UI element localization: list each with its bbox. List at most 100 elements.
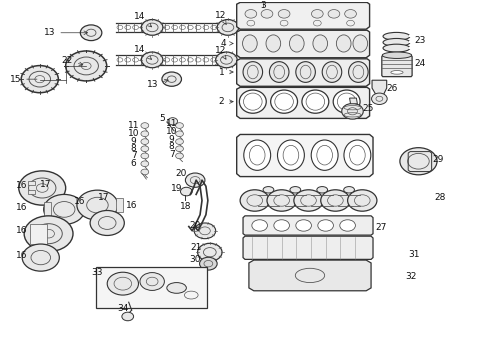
Polygon shape: [237, 30, 369, 58]
Text: 20: 20: [176, 169, 187, 178]
Circle shape: [344, 10, 356, 18]
Circle shape: [175, 146, 183, 152]
Text: 24: 24: [415, 59, 425, 68]
Text: 5: 5: [159, 114, 165, 123]
Ellipse shape: [244, 140, 270, 170]
Circle shape: [180, 187, 192, 196]
Polygon shape: [44, 202, 51, 217]
Circle shape: [66, 51, 107, 81]
Circle shape: [142, 52, 163, 68]
Circle shape: [216, 52, 237, 68]
Circle shape: [267, 190, 296, 211]
Text: 16: 16: [74, 197, 86, 206]
Text: 14: 14: [134, 45, 151, 59]
Text: 12: 12: [215, 10, 226, 25]
Polygon shape: [372, 80, 387, 98]
Text: 33: 33: [92, 269, 103, 278]
Circle shape: [261, 10, 273, 18]
Ellipse shape: [382, 52, 412, 58]
Ellipse shape: [348, 62, 368, 82]
Ellipse shape: [313, 35, 328, 52]
Text: 13: 13: [44, 28, 88, 37]
Circle shape: [294, 190, 323, 211]
Text: 7: 7: [169, 150, 174, 159]
Circle shape: [122, 312, 134, 321]
Polygon shape: [30, 224, 47, 244]
Bar: [27, 190, 35, 194]
Polygon shape: [349, 98, 357, 104]
Text: 9: 9: [131, 137, 137, 146]
Ellipse shape: [243, 35, 257, 52]
Circle shape: [107, 272, 139, 295]
Ellipse shape: [266, 35, 281, 52]
Text: 16: 16: [16, 251, 27, 260]
Circle shape: [141, 139, 149, 144]
Circle shape: [175, 139, 183, 144]
Text: 31: 31: [408, 249, 419, 258]
Polygon shape: [243, 236, 373, 259]
Text: 14: 14: [134, 12, 151, 27]
Circle shape: [141, 131, 149, 136]
Ellipse shape: [383, 32, 410, 40]
Text: 6: 6: [131, 159, 137, 168]
Circle shape: [77, 190, 118, 220]
Ellipse shape: [167, 283, 186, 293]
Circle shape: [168, 118, 177, 125]
Text: 3: 3: [260, 1, 266, 10]
Text: 32: 32: [405, 272, 417, 281]
Bar: [96, 266, 207, 307]
Ellipse shape: [270, 90, 297, 113]
Circle shape: [141, 161, 149, 167]
Circle shape: [19, 171, 66, 205]
Ellipse shape: [290, 35, 304, 52]
Text: 29: 29: [432, 155, 443, 164]
Circle shape: [185, 173, 205, 187]
Circle shape: [278, 10, 290, 18]
Polygon shape: [249, 260, 371, 291]
Text: 25: 25: [363, 104, 374, 113]
Polygon shape: [382, 55, 412, 77]
Text: 21: 21: [191, 243, 202, 252]
Circle shape: [175, 153, 183, 159]
Ellipse shape: [391, 71, 403, 74]
Text: 34: 34: [117, 304, 128, 313]
Circle shape: [371, 93, 387, 104]
Circle shape: [217, 19, 239, 35]
Text: 10: 10: [128, 129, 139, 138]
Text: 8: 8: [131, 144, 137, 153]
Circle shape: [318, 220, 333, 231]
Ellipse shape: [344, 140, 371, 170]
Text: 16: 16: [126, 201, 137, 210]
Text: 11: 11: [128, 121, 139, 130]
Circle shape: [44, 194, 85, 224]
Ellipse shape: [383, 44, 410, 52]
Circle shape: [141, 169, 149, 175]
Ellipse shape: [263, 186, 274, 193]
Ellipse shape: [317, 186, 328, 193]
Circle shape: [328, 10, 340, 18]
Text: 30: 30: [190, 255, 201, 264]
Circle shape: [342, 103, 363, 119]
Text: 16: 16: [16, 203, 27, 212]
Circle shape: [245, 10, 257, 18]
Ellipse shape: [311, 140, 338, 170]
Text: 28: 28: [435, 193, 446, 202]
Circle shape: [175, 123, 183, 129]
Polygon shape: [116, 198, 123, 212]
Ellipse shape: [240, 90, 266, 113]
Text: 2: 2: [219, 97, 233, 106]
Text: 17: 17: [40, 180, 51, 189]
Circle shape: [80, 25, 102, 41]
Circle shape: [340, 220, 355, 231]
Ellipse shape: [296, 62, 316, 82]
Polygon shape: [237, 3, 369, 29]
Text: 15: 15: [10, 75, 37, 84]
Text: 17: 17: [98, 193, 109, 202]
Polygon shape: [237, 59, 369, 86]
Circle shape: [141, 123, 149, 129]
Text: 8: 8: [169, 143, 174, 152]
Text: 11: 11: [166, 119, 177, 128]
Circle shape: [142, 19, 163, 35]
Text: 26: 26: [386, 84, 397, 93]
Ellipse shape: [353, 35, 368, 52]
